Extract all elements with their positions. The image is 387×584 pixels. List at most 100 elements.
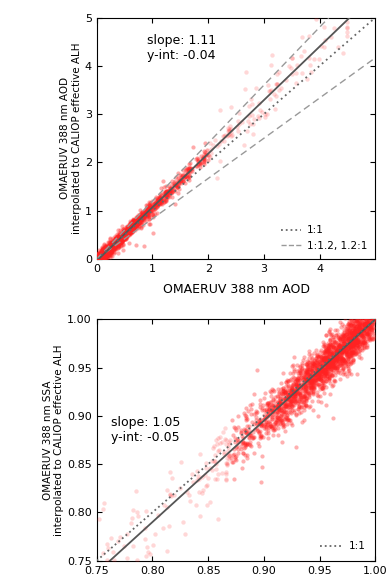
Point <box>102 249 108 258</box>
Point <box>273 417 279 426</box>
Point <box>344 329 350 339</box>
Point <box>358 330 365 339</box>
Point <box>175 173 181 183</box>
Point <box>130 220 136 230</box>
Point <box>308 381 314 390</box>
Point <box>314 366 320 376</box>
Point <box>120 232 127 242</box>
Point <box>120 231 127 241</box>
Point <box>324 371 330 381</box>
Point <box>125 226 131 235</box>
Point <box>96 251 103 260</box>
Point <box>305 402 312 412</box>
Point <box>350 331 356 340</box>
Point <box>108 242 115 251</box>
Point <box>108 242 115 251</box>
Point <box>302 379 308 388</box>
Point <box>182 172 188 181</box>
Point <box>318 369 324 378</box>
Point <box>349 340 356 350</box>
Point <box>327 346 333 356</box>
Point <box>332 340 338 350</box>
Point <box>115 238 122 248</box>
Point <box>356 319 363 329</box>
Point <box>148 202 154 211</box>
Point <box>124 223 130 232</box>
Point <box>193 162 199 171</box>
Point <box>329 339 335 349</box>
Point <box>331 349 337 359</box>
Point <box>337 353 344 363</box>
Point <box>136 213 142 222</box>
Point <box>280 419 286 428</box>
Point <box>144 204 150 213</box>
Point <box>128 224 135 233</box>
Point <box>107 250 113 259</box>
Point <box>144 206 151 215</box>
Point <box>144 211 151 220</box>
Point <box>137 214 143 223</box>
Point <box>325 352 331 361</box>
Point <box>310 388 316 398</box>
Point <box>335 343 341 353</box>
Point <box>366 335 373 345</box>
Point <box>351 325 358 334</box>
Point <box>112 238 118 247</box>
Point <box>108 248 114 257</box>
Point <box>126 220 132 230</box>
Point <box>340 354 346 363</box>
Point <box>302 379 308 388</box>
Point <box>358 346 365 355</box>
Point <box>187 496 194 505</box>
Point <box>149 210 156 220</box>
Point <box>353 338 359 347</box>
Point <box>122 225 128 234</box>
Point <box>339 342 346 352</box>
Point <box>251 419 257 429</box>
Point <box>355 333 361 342</box>
Point <box>127 225 133 234</box>
Point <box>129 221 135 231</box>
Point <box>363 319 370 328</box>
Point <box>349 338 355 347</box>
Point <box>121 227 127 237</box>
Point <box>351 340 357 349</box>
Point <box>366 317 372 326</box>
Point <box>146 197 152 207</box>
Point <box>147 201 154 211</box>
Point <box>106 246 112 256</box>
Point <box>334 366 341 375</box>
Point <box>324 357 330 367</box>
Point <box>115 225 121 235</box>
Point <box>271 397 277 406</box>
Point <box>94 252 100 261</box>
Point <box>354 325 361 334</box>
Point <box>285 402 291 412</box>
Point <box>108 245 114 255</box>
Point <box>166 190 173 200</box>
Point <box>125 224 131 233</box>
Point <box>332 346 338 355</box>
Point <box>355 337 361 346</box>
Point <box>327 355 333 364</box>
Point <box>110 243 116 252</box>
Point <box>163 190 169 200</box>
Point <box>287 376 293 385</box>
Point <box>274 413 280 422</box>
Point <box>135 212 141 221</box>
Point <box>104 248 110 257</box>
Point <box>134 214 140 224</box>
Point <box>130 224 136 234</box>
Point <box>114 235 120 244</box>
Point <box>365 321 372 331</box>
Point <box>285 393 291 402</box>
Point <box>330 356 336 365</box>
Point <box>107 252 113 262</box>
Point <box>273 91 279 100</box>
Point <box>102 244 108 253</box>
Point <box>275 404 281 413</box>
Point <box>101 245 107 255</box>
Point <box>329 353 335 363</box>
Point <box>107 234 113 244</box>
Point <box>106 242 112 252</box>
